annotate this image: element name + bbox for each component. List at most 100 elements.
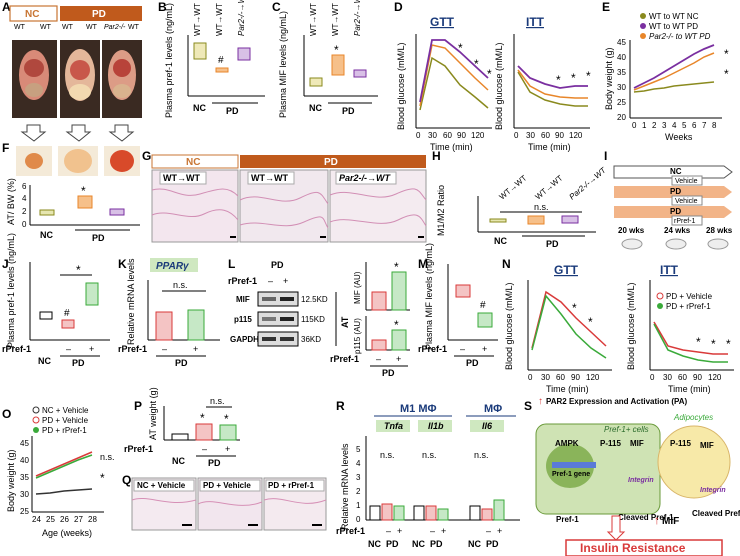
f-ytick: 6 (22, 182, 27, 191)
g-image-label-3: Par2-/-→WT (339, 173, 392, 183)
c-group-label: WT→WT (309, 3, 318, 36)
pd-header-box (60, 6, 142, 21)
d-itt-line-pd (517, 65, 588, 89)
g-label-box (247, 171, 295, 185)
e-legend-marker (640, 13, 646, 19)
o-x-axis-label: Age (weeks) (42, 528, 92, 538)
nc-header-label: NC (25, 9, 39, 20)
m-rpref-label: rPref-1 (418, 344, 447, 354)
r-nc-label: NC (368, 539, 381, 549)
b-hash: # (218, 55, 224, 66)
i-week-20: 20 wks (618, 226, 645, 235)
panel-letter-s: S (524, 399, 532, 413)
r-bar-il1b-rpref (437, 508, 449, 521)
d-itt-y-label: Blood glucose (mM/L) (494, 42, 504, 130)
i-rpref-box (671, 215, 703, 226)
n-legend-item: PD + rPref-1 (666, 302, 711, 311)
d-xtick: 30 (428, 131, 437, 140)
l-p115-bar-vehicle (371, 339, 387, 351)
m-plus: + (482, 344, 487, 354)
n-xtick: 120 (586, 373, 600, 382)
d-star: * (474, 57, 479, 71)
l-pd-label: PD (271, 260, 284, 270)
k-gene-box (150, 258, 198, 272)
g-pd-header (240, 155, 426, 168)
m-minus: – (460, 344, 465, 354)
d-itt-title: ITT (526, 15, 545, 29)
western-blot-mif (257, 291, 299, 307)
s-p115-label-2: P-115 (670, 439, 691, 448)
panel-g: G NC PD WT→WT WT→WT Par2-/-→WT (142, 149, 427, 243)
c-y-axis-label: Plasma MIF levels (ng/mL) (278, 11, 288, 118)
panel-letter-l: L (228, 257, 235, 271)
o-xtick: 24 (32, 515, 41, 524)
n-legend-marker (656, 292, 664, 300)
r-pd-label: PD (430, 539, 443, 549)
d-gtt-x-label: Time (min) (430, 142, 473, 152)
mouse-photo-pd (60, 40, 100, 118)
p-nc-label: NC (172, 456, 185, 466)
q-label-box (133, 479, 195, 492)
d-xtick: 90 (457, 131, 466, 140)
i-arrow-pd-2 (614, 206, 732, 218)
o-ytick: 25 (20, 507, 29, 516)
r-m1-header: M1 MΦ (400, 403, 437, 415)
blot-band (262, 297, 276, 301)
p-minus: – (202, 444, 207, 454)
b-nc-label: NC (193, 103, 206, 113)
i-arrow-pd-1 (614, 186, 732, 198)
e-xtick: 6 (692, 121, 697, 130)
panel-letter-k: K (118, 257, 127, 271)
l-p115-bar-rpref (391, 329, 407, 351)
s-mif-label-1: MIF (630, 439, 644, 448)
s-adipocyte (657, 425, 731, 499)
m-box-rpref (477, 312, 493, 328)
n-gtt-title: GTT (554, 263, 579, 277)
h-pd-label: PD (546, 239, 559, 249)
q-label-box (265, 479, 325, 492)
o-legend-marker (33, 427, 39, 433)
n-xtick: 30 (541, 373, 550, 382)
h-nc-label: NC (494, 236, 507, 246)
o-xtick: 25 (46, 515, 55, 524)
n-xtick: 60 (556, 373, 565, 382)
d-gtt-line-nc (419, 56, 489, 111)
scale-bar (230, 236, 236, 238)
scale-bar (312, 524, 322, 526)
mouse-icon (707, 238, 729, 250)
o-legend-item: NC + Vehicle (42, 406, 89, 415)
panel-q: Q NC + Vehicle PD + Vehicle PD + rPref-1 (122, 473, 327, 531)
q-image-label-2: PD + Vehicle (203, 481, 251, 490)
panel-letter-e: E (602, 0, 610, 14)
panel-letter-i: I (604, 149, 607, 163)
panel-e: E WT to WT NC WT to WT PD Par2-/- to WT … (602, 0, 729, 142)
n-itt-y-label: Blood glucose (mM/L) (626, 282, 636, 370)
d-star: * (487, 67, 492, 81)
d-xtick: 90 (555, 131, 564, 140)
o-xtick: 26 (60, 515, 69, 524)
s-pref-gene-label: Pref-1 gene (552, 471, 590, 478)
o-ytick: 35 (20, 473, 29, 482)
panel-a: A NC PD WT WT WT WT Par2-/- WT (2, 0, 142, 142)
l-rpref-label-2: rPref-1 (330, 354, 359, 364)
e-ytick: 25 (617, 98, 626, 107)
panel-letter-c: C (272, 0, 281, 14)
nc-header-box (9, 5, 58, 22)
p-bar-vehicle (195, 423, 213, 441)
d-xtick: 60 (443, 131, 452, 140)
histology-texture (151, 188, 427, 229)
d-xtick: 0 (416, 131, 421, 140)
d-gtt-title: GTT (430, 15, 455, 29)
s-cleaved-label-1: Cleaved Pref-1 (618, 513, 674, 522)
n-xtick: 0 (528, 373, 533, 382)
b-group-label: WT→WT (215, 3, 224, 36)
c-pd-label: PD (342, 106, 355, 116)
s-adipocytes-label: Adipocytes (673, 413, 713, 422)
panel-letter-n: N (502, 257, 511, 271)
mouse-photo-nc (12, 40, 57, 118)
panel-h: H WT→WT WT→WT Par2-/-→WT M1/M2 Ratio n.s… (432, 149, 609, 249)
h-box-pd (527, 215, 545, 225)
f-y-axis-label: AT/ BW (%) (6, 178, 16, 225)
b-box-pd (215, 67, 229, 73)
s-pref1-label: Pref-1 (556, 515, 579, 524)
